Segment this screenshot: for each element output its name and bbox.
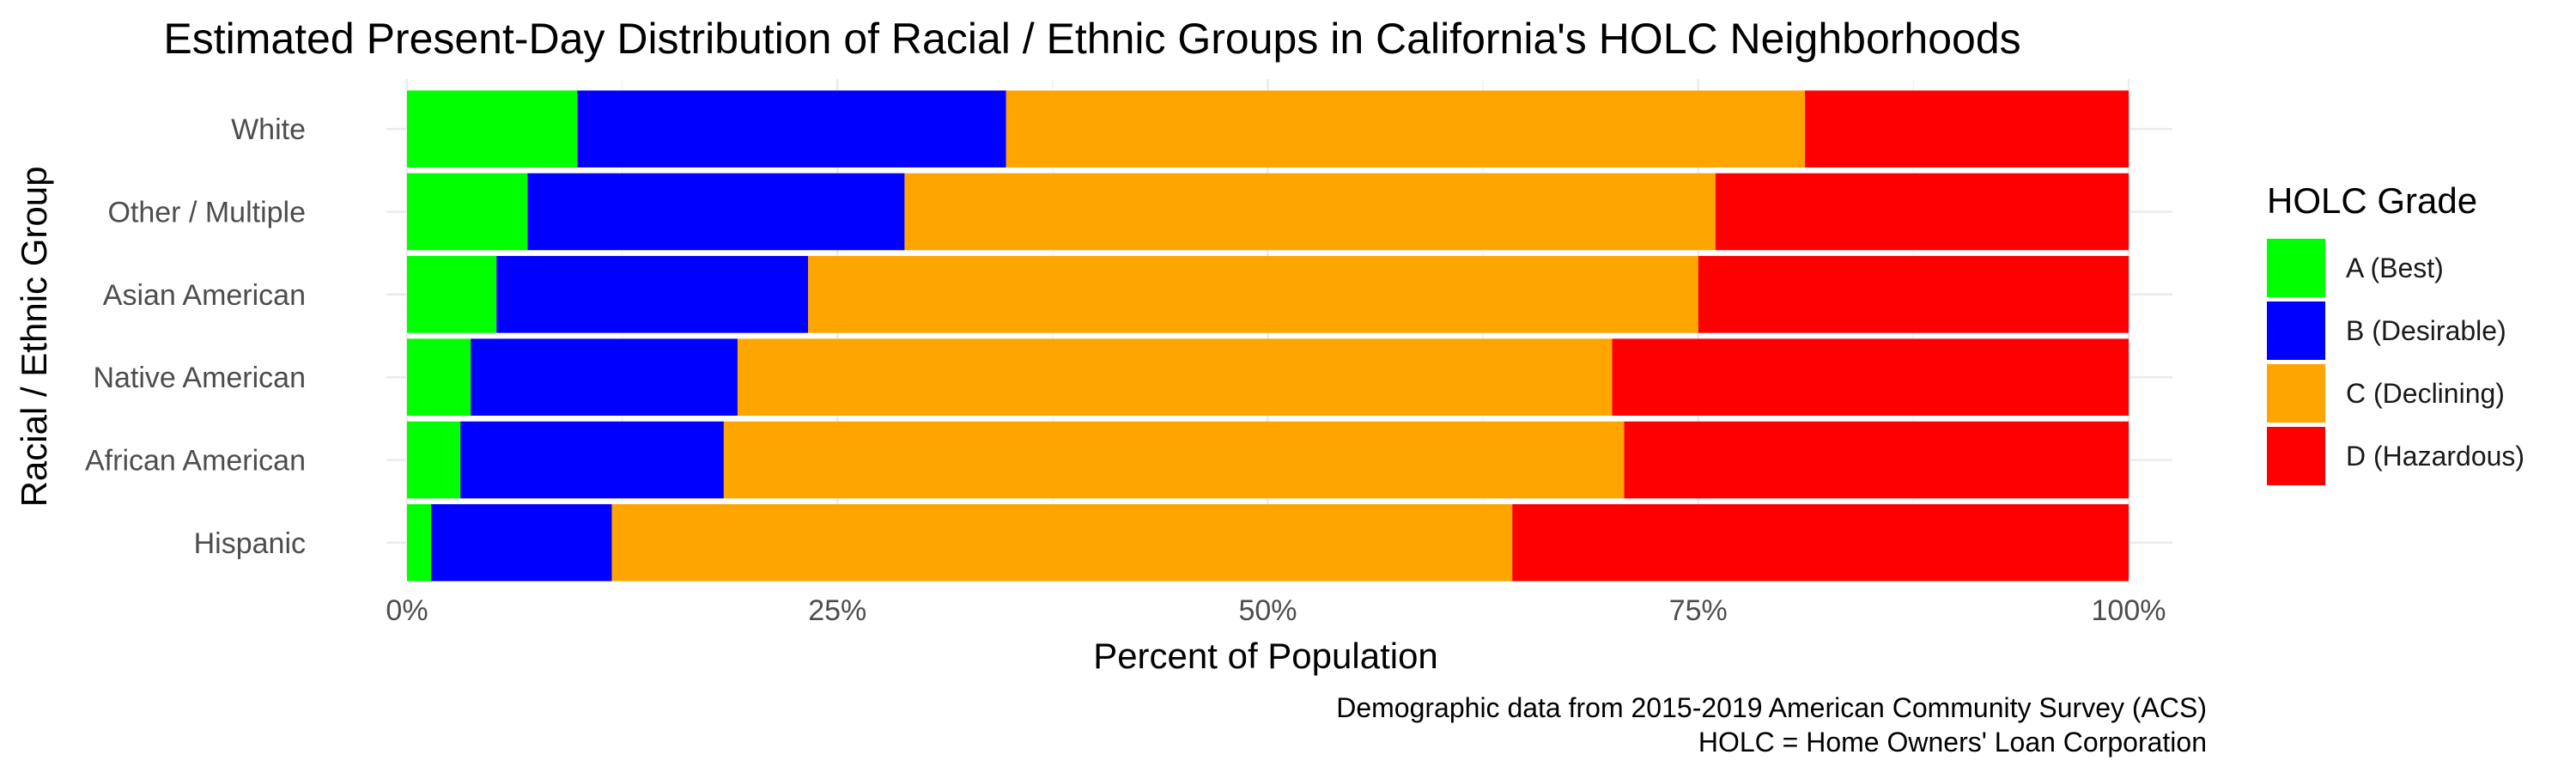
- y-tick-label: White: [231, 113, 306, 146]
- legend-label: C (Declining): [2346, 378, 2505, 409]
- bar-segment: [407, 256, 497, 333]
- bar-segment: [407, 90, 578, 167]
- chart-title: Estimated Present-Day Distribution of Ra…: [163, 15, 2020, 63]
- y-tick-label: Hispanic: [194, 527, 306, 560]
- caption-line-2: HOLC = Home Owners' Loan Corporation: [1698, 727, 2207, 758]
- bar-segment: [577, 90, 1006, 167]
- bars: [407, 90, 2129, 581]
- bar-segment: [1805, 90, 2129, 167]
- bar-segment: [407, 338, 471, 416]
- bar-segment: [431, 504, 612, 581]
- legend-key: [2267, 364, 2325, 423]
- bar-segment: [1005, 90, 1806, 167]
- bar-segment: [723, 421, 1625, 499]
- legend-title: HOLC Grade: [2267, 180, 2477, 221]
- bar-segment: [1698, 256, 2129, 333]
- bar-segment: [904, 173, 1716, 251]
- x-tick-label: 75%: [1669, 594, 1728, 627]
- bar-segment: [407, 504, 432, 581]
- y-axis-title: Racial / Ethnic Group: [14, 167, 54, 508]
- caption-line-1: Demographic data from 2015-2019 American…: [1336, 692, 2207, 723]
- caption: Demographic data from 2015-2019 American…: [1336, 692, 2207, 758]
- bar-segment: [527, 173, 905, 251]
- legend-label: D (Hazardous): [2346, 441, 2524, 472]
- bar-segment: [407, 173, 528, 251]
- x-tick-label: 0%: [386, 594, 428, 627]
- legend-label: A (Best): [2346, 253, 2444, 283]
- x-tick-label: 50%: [1238, 594, 1297, 627]
- bar-segment: [1612, 338, 2129, 416]
- bar-segment: [737, 338, 1613, 416]
- bar-segment: [1715, 173, 2129, 251]
- x-axis-title: Percent of Population: [1093, 636, 1438, 676]
- bar-segment: [808, 256, 1698, 333]
- y-tick-label: African American: [85, 445, 306, 478]
- bar-segment: [611, 504, 1513, 581]
- y-axis-tick-labels: White Other / Multiple Asian American Nativ…: [85, 113, 306, 560]
- bar-segment: [496, 256, 809, 333]
- bar-segment: [1512, 504, 2129, 581]
- bar-segment: [407, 421, 461, 499]
- legend-key: [2267, 301, 2325, 360]
- y-tick-label: Native American: [93, 362, 306, 394]
- legend-items: A (Best) B (Desirable) C (Declining) D (Haz…: [2267, 239, 2524, 485]
- legend-key: [2267, 427, 2325, 485]
- y-tick-label: Other / Multiple: [107, 197, 306, 229]
- x-tick-label: 25%: [808, 594, 866, 627]
- x-tick-label: 100%: [2092, 594, 2166, 627]
- legend: HOLC Grade A (Best) B (Desirable) C (Decli…: [2267, 180, 2524, 485]
- legend-label: B (Desirable): [2346, 315, 2506, 346]
- y-tick-label: Asian American: [103, 279, 306, 312]
- bar-segment: [460, 421, 724, 499]
- x-axis-tick-labels: 0% 25% 50% 75% 100%: [386, 594, 2166, 627]
- legend-key: [2267, 239, 2325, 297]
- bar-segment: [471, 338, 738, 416]
- bar-segment: [1624, 421, 2129, 499]
